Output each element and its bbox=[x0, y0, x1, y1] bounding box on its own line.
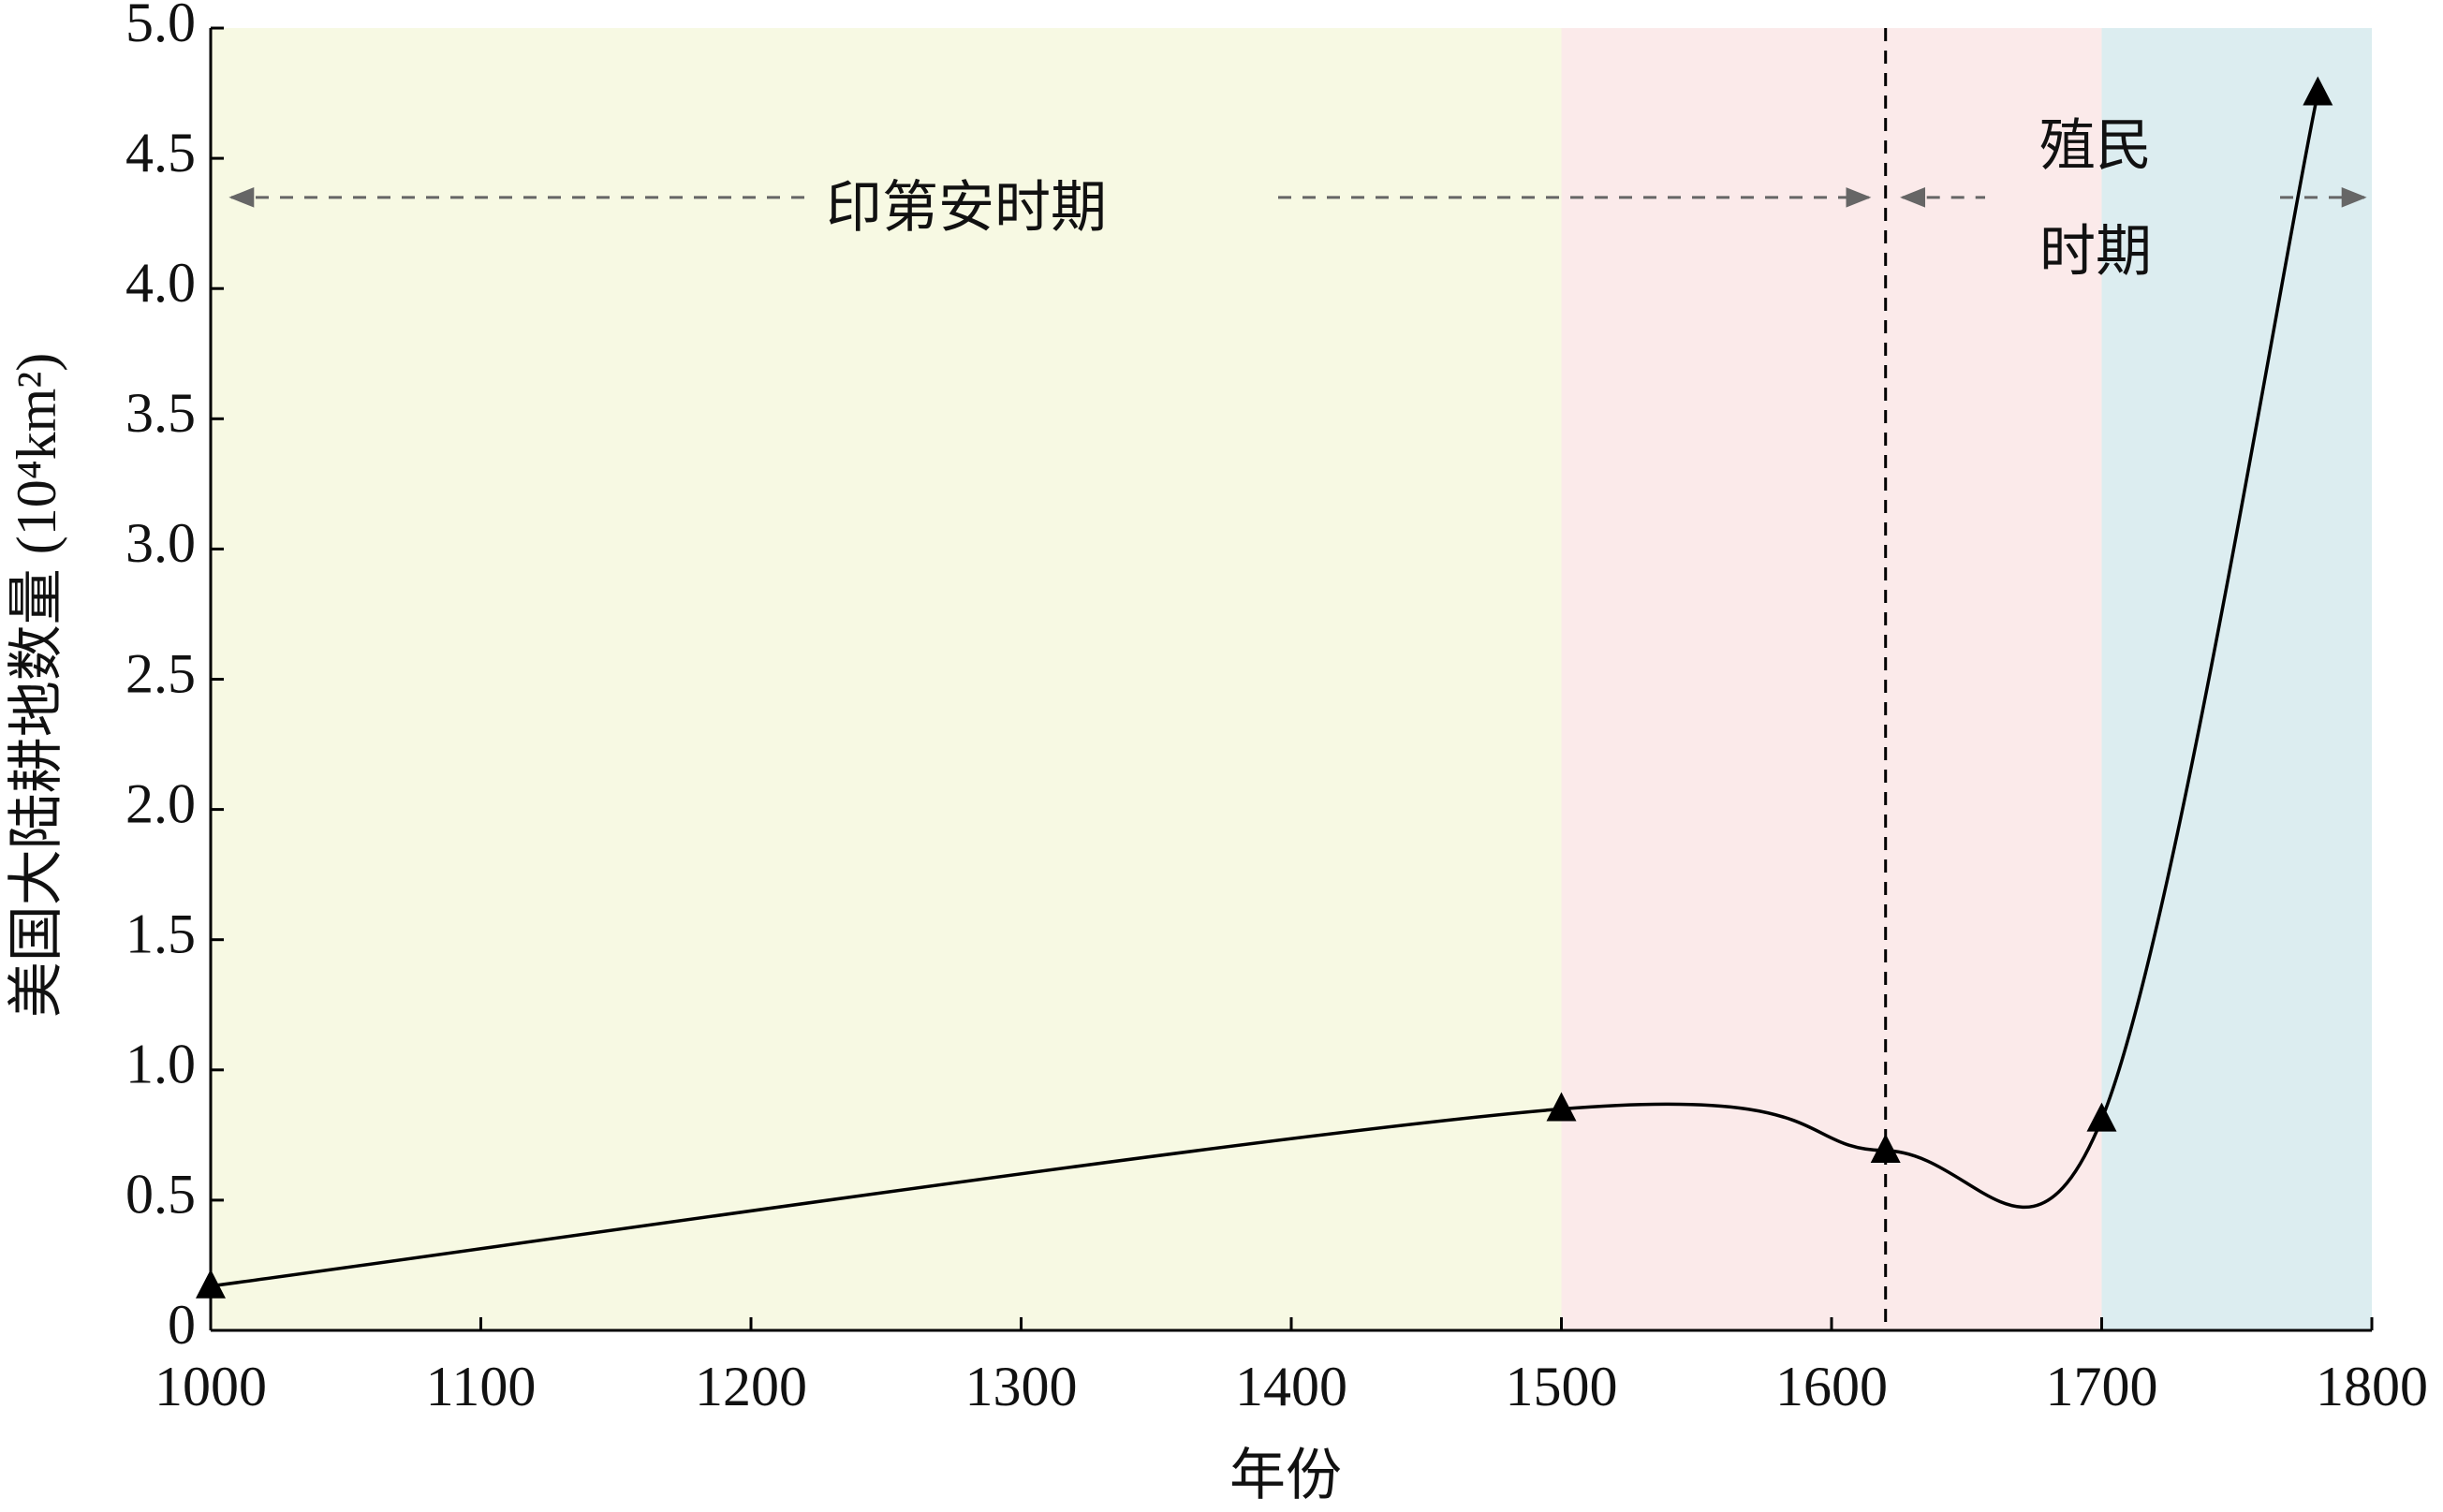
x-tick-label: 1800 bbox=[2316, 1356, 2428, 1417]
period-region bbox=[2101, 28, 2372, 1330]
y-tick-label: 4.0 bbox=[125, 252, 196, 314]
y-tick-label: 2.5 bbox=[125, 642, 196, 704]
data-marker bbox=[2086, 1102, 2117, 1132]
x-tick-label: 1100 bbox=[426, 1356, 537, 1417]
x-tick-label: 1000 bbox=[155, 1356, 267, 1417]
y-tick-label: 0 bbox=[168, 1294, 196, 1356]
data-line bbox=[210, 93, 2320, 1288]
y-tick-label: 4.5 bbox=[125, 122, 196, 183]
x-tick-label: 1400 bbox=[1235, 1356, 1347, 1417]
x-tick-label: 1200 bbox=[695, 1356, 807, 1417]
y-tick-label: 0.5 bbox=[125, 1164, 196, 1226]
x-tick-label: 1500 bbox=[1506, 1356, 1618, 1417]
y-tick-label: 3.5 bbox=[125, 382, 196, 444]
x-tick-label: 1300 bbox=[965, 1356, 1078, 1417]
x-axis-label: 年份 bbox=[1229, 1445, 1342, 1506]
y-tick-label: 2.0 bbox=[125, 772, 196, 834]
period-region bbox=[211, 28, 1562, 1330]
period-region bbox=[1561, 28, 2102, 1330]
data-marker bbox=[1870, 1134, 1901, 1164]
y-tick-label: 3.0 bbox=[125, 512, 196, 574]
x-tick-label: 1600 bbox=[1775, 1356, 1888, 1417]
annotation: 时期 bbox=[2039, 221, 2152, 283]
y-tick-label: 1.0 bbox=[125, 1034, 196, 1095]
data-marker bbox=[1546, 1092, 1577, 1122]
y-tick-label: 1.5 bbox=[125, 903, 196, 964]
x-tick-label: 1700 bbox=[2046, 1356, 2158, 1417]
y-tick-label: 5.0 bbox=[125, 0, 196, 53]
annotation: 印第安时期 bbox=[826, 177, 1107, 239]
data-marker bbox=[196, 1269, 226, 1299]
annotation: 殖民 bbox=[2039, 115, 2152, 177]
y-axis-label: 美国大陆耕地数量 (10⁴km²) bbox=[6, 353, 67, 1019]
data-marker bbox=[2303, 76, 2333, 106]
